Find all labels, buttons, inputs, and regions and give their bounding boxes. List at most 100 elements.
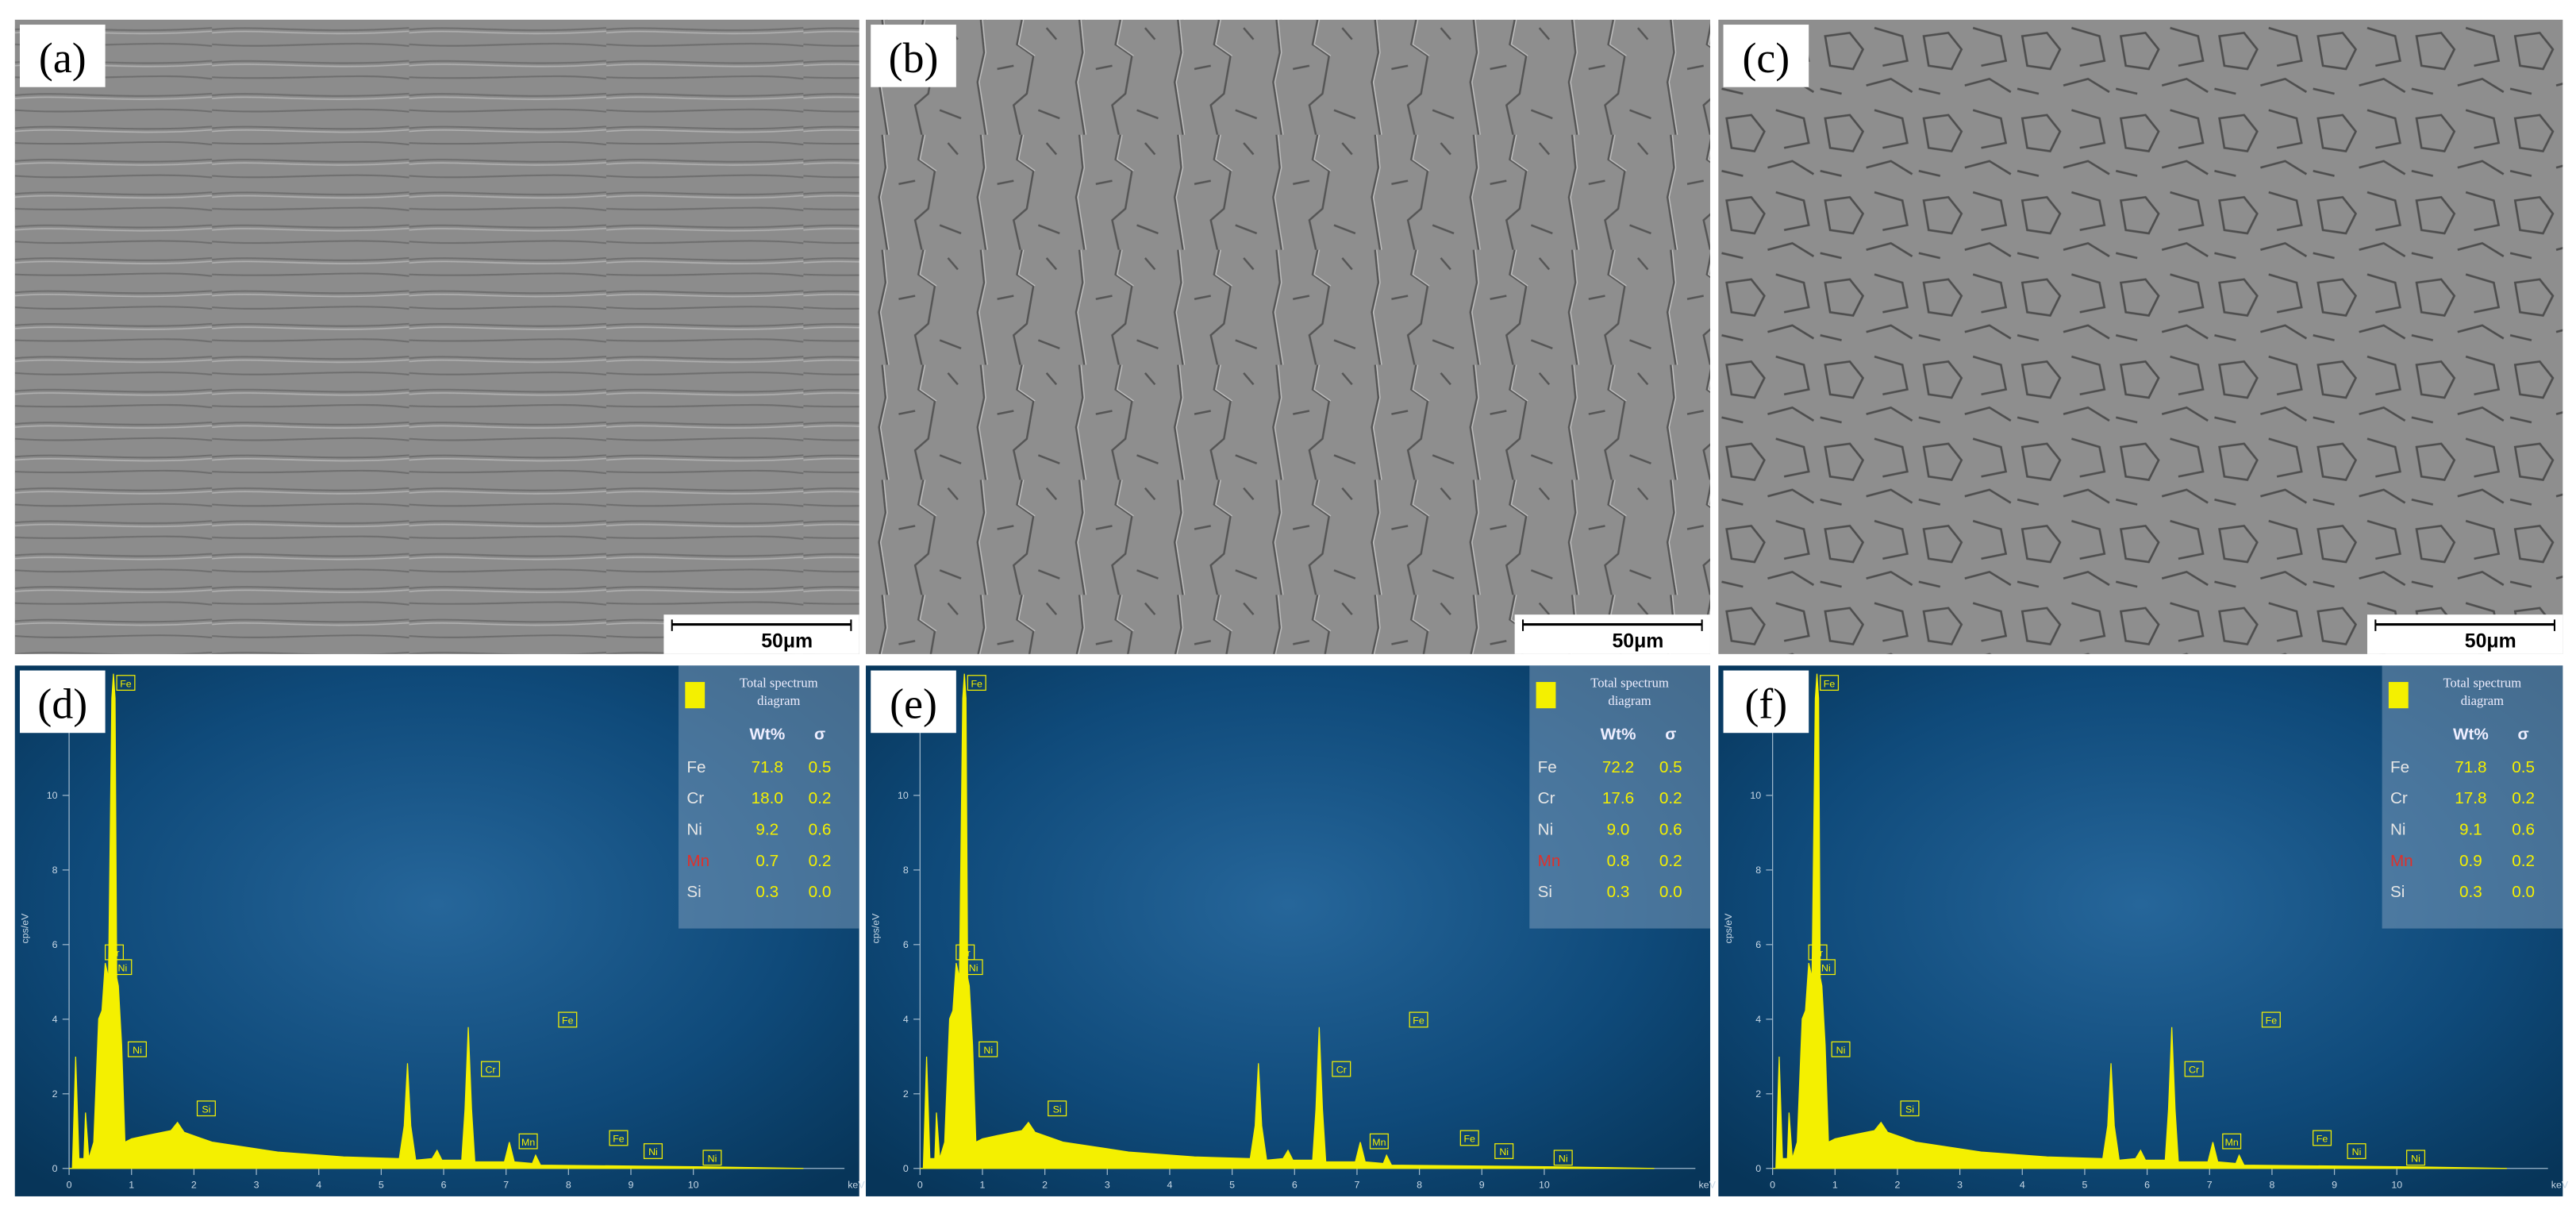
peak-label-box <box>1048 1100 1067 1117</box>
y-tick-label: 8 <box>52 865 58 876</box>
peak-label: Mn <box>521 1137 535 1148</box>
peak-label-box <box>1900 1100 1920 1117</box>
y-tick-label: 4 <box>52 1014 58 1025</box>
scale-box <box>1514 614 1710 654</box>
peak-label: Cr <box>960 948 971 959</box>
x-tick-label: 8 <box>2269 1180 2274 1191</box>
legend-table <box>2382 665 2563 929</box>
y-tick-label: 2 <box>903 1088 909 1100</box>
column-header: σ <box>1665 725 1676 743</box>
x-tick-label: 5 <box>379 1180 384 1191</box>
weight-percent: 0.3 <box>1607 883 1630 901</box>
peak-label: Cr <box>2189 1065 2199 1076</box>
peak-label-box <box>2313 1130 2332 1146</box>
label-box <box>871 670 956 734</box>
label-box <box>19 670 106 734</box>
sigma: 0.2 <box>809 852 832 870</box>
peak-label: Fe <box>1413 1015 1424 1026</box>
element-name: Ni <box>686 821 702 839</box>
peak-label: Mn <box>2225 1137 2239 1148</box>
x-tick-label: 5 <box>2082 1180 2087 1191</box>
sem-panel: (a) 50μm <box>14 19 859 654</box>
x-tick-label: 2 <box>1895 1180 1901 1191</box>
peak-label-box <box>609 1130 629 1146</box>
peak-label-box <box>1459 1130 1479 1146</box>
legend-swatch <box>2388 682 2409 709</box>
peak-label-box <box>518 1133 538 1150</box>
x-tick-label: 7 <box>1354 1180 1359 1191</box>
scale-box <box>2366 614 2563 654</box>
weight-percent: 0.7 <box>755 852 779 870</box>
x-tick-label: 5 <box>1229 1180 1235 1191</box>
x-tick-label: 3 <box>254 1180 260 1191</box>
sem-panel: (b) 50μm <box>866 19 1710 654</box>
peak-label: Ni <box>1821 962 1831 973</box>
peak-label-box <box>116 675 136 691</box>
x-tick-label: 7 <box>503 1180 509 1191</box>
y-tick-label: 0 <box>1755 1163 1761 1174</box>
peak-label: Fe <box>120 678 132 689</box>
peak-label: Ni <box>983 1045 993 1056</box>
x-axis-unit: keV <box>848 1180 865 1191</box>
x-tick-label: 0 <box>67 1180 72 1191</box>
element-name: Fe <box>1538 758 1557 776</box>
weight-percent: 71.8 <box>2455 758 2486 776</box>
sigma: 0.2 <box>2512 852 2535 870</box>
x-tick-label: 4 <box>2020 1180 2025 1191</box>
sigma: 0.0 <box>809 883 832 901</box>
y-tick-label: 0 <box>52 1163 58 1174</box>
element-name: Si <box>686 883 701 901</box>
y-axis-label: cps/eV <box>1723 913 1734 944</box>
peak-label-box <box>558 1011 578 1028</box>
peak-label: Ni <box>2411 1153 2420 1164</box>
scale-label: 50μm <box>2465 631 2516 653</box>
peak-label: Si <box>202 1104 210 1115</box>
x-tick-label: 10 <box>1539 1180 1550 1191</box>
peak-label-box <box>643 1143 663 1159</box>
peak-label: Fe <box>613 1134 625 1145</box>
element-name: Mn <box>686 852 709 870</box>
sigma: 0.5 <box>1659 758 1682 776</box>
eds-panel: 0 1 2 3 4 5 6 7 8 9 10 0 2 4 6 8 10 cps/eV keV Fe Cr Ni Ni Si Cr… <box>866 665 1717 1196</box>
peak-label: Ni <box>708 1153 717 1164</box>
element-name: Si <box>1538 883 1552 901</box>
element-name: Fe <box>686 758 706 776</box>
x-tick-label: 8 <box>566 1180 571 1191</box>
element-name: Ni <box>2390 821 2406 839</box>
peak-label: Ni <box>117 962 127 973</box>
weight-percent: 0.9 <box>2459 852 2482 870</box>
eds-panel: 0 1 2 3 4 5 6 7 8 9 10 0 2 4 6 8 10 cps/eV keV Fe Cr Ni Ni Si Cr… <box>14 665 865 1196</box>
y-tick-label: 10 <box>898 790 909 801</box>
sigma: 0.5 <box>2512 758 2535 776</box>
sigma: 0.0 <box>2512 883 2535 901</box>
y-tick-label: 10 <box>47 790 58 801</box>
x-tick-label: 9 <box>1479 1180 1485 1191</box>
legend-table <box>679 665 859 929</box>
y-tick-label: 10 <box>1750 790 1761 801</box>
x-tick-label: 6 <box>2144 1180 2150 1191</box>
scale-label: 50μm <box>1612 631 1663 653</box>
peak-label-box <box>196 1100 216 1117</box>
weight-percent: 9.1 <box>2459 821 2482 839</box>
weight-percent: 9.2 <box>755 821 779 839</box>
panel-label: (d) <box>37 680 87 728</box>
peak-label-box <box>1553 1150 1573 1166</box>
peak-label: Fe <box>971 678 982 689</box>
column-header: σ <box>814 725 825 743</box>
peak-label-box <box>2347 1143 2366 1159</box>
weight-percent: 17.6 <box>1602 789 1634 807</box>
element-name: Si <box>2390 883 2405 901</box>
peak-label-box <box>481 1061 501 1077</box>
legend-swatch <box>685 682 706 709</box>
peak-label-box <box>113 959 133 976</box>
weight-percent: 72.2 <box>1602 758 1634 776</box>
element-name: Cr <box>1538 789 1555 807</box>
weight-percent: 0.3 <box>2459 883 2482 901</box>
panel-label: (a) <box>39 34 87 82</box>
peak-label: Ni <box>1836 1045 1846 1056</box>
y-axis-label: cps/eV <box>19 913 30 944</box>
y-tick-label: 6 <box>52 939 58 950</box>
sigma: 0.6 <box>2512 821 2535 839</box>
weight-percent: 9.0 <box>1607 821 1630 839</box>
peak-label-box <box>2222 1133 2242 1150</box>
